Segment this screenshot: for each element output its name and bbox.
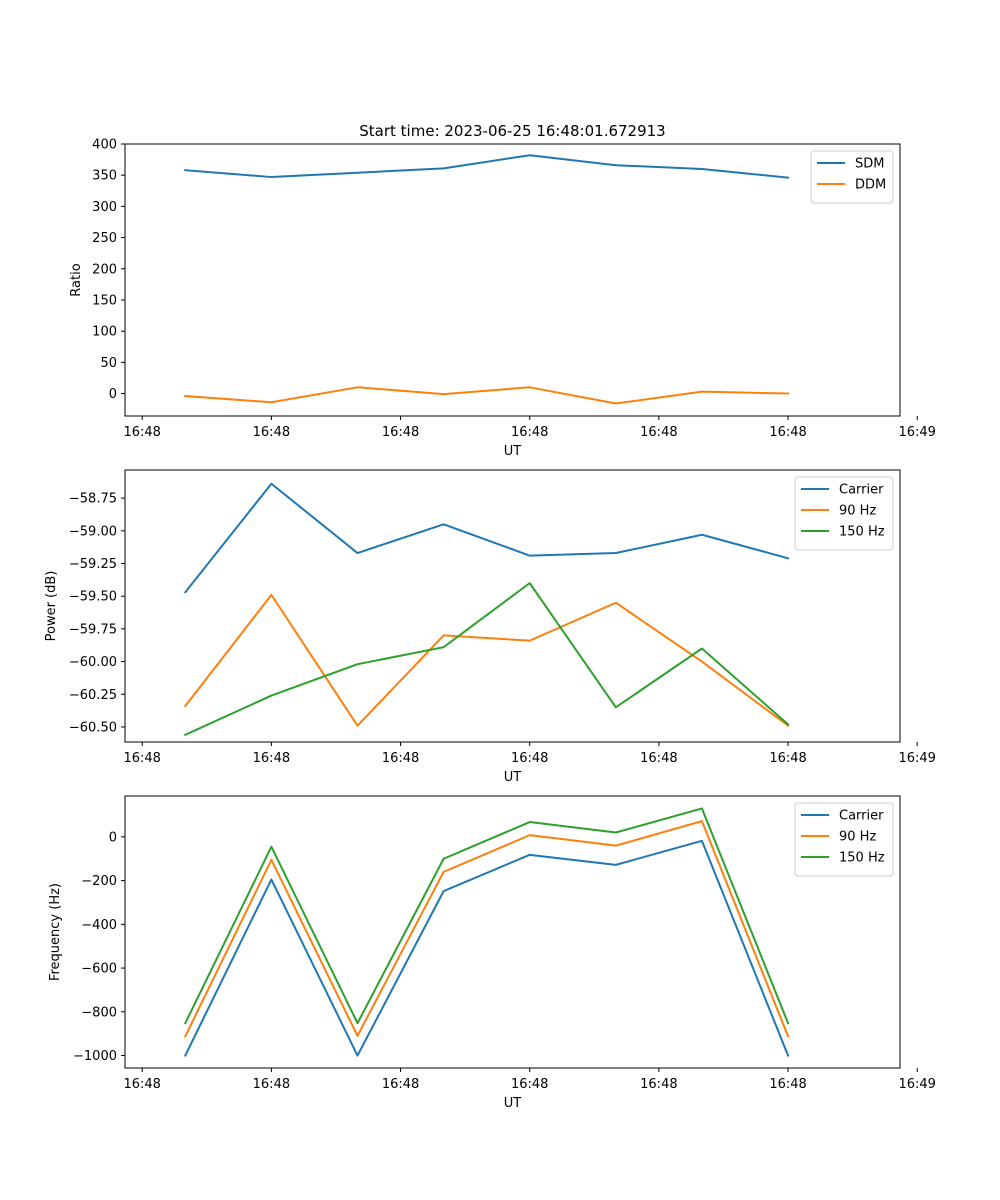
legend-entry-label: DDM [855, 178, 886, 193]
x-tick-label: 16:48 [769, 425, 806, 440]
y-axis-label: Frequency (Hz) [48, 883, 63, 981]
x-tick-label: 16:48 [640, 1077, 677, 1092]
chart-title: Start time: 2023-06-25 16:48:01.672913 [359, 122, 665, 140]
x-tick-label: 16:48 [253, 1077, 290, 1092]
x-axis-label: UT [504, 770, 522, 785]
x-tick-label: 16:48 [511, 1077, 548, 1092]
axes-frame [124, 795, 901, 1069]
y-axis-label: Power (dB) [44, 571, 59, 642]
legend: Carrier 90 Hz 150 Hz [794, 802, 894, 877]
x-tick-label: 16:48 [123, 1077, 160, 1092]
y-tick-label: −59.00 [69, 524, 117, 539]
legend-entry-label: 90 Hz [839, 830, 876, 845]
y-tick-label: 0 [109, 830, 117, 845]
y-tick-label: 50 [100, 356, 117, 371]
y-tick-label: −60.00 [69, 655, 117, 670]
x-tick-label: 16:48 [382, 751, 419, 766]
plot-area [125, 796, 900, 1068]
y-tick-label: −60.25 [69, 688, 117, 703]
legend: SDM DDM [810, 150, 894, 204]
x-axis-label: UT [504, 444, 522, 459]
legend: Carrier 90 Hz 150 Hz [794, 476, 894, 551]
legend-entry-label: SDM [855, 157, 884, 172]
y-tick-label: 200 [92, 262, 117, 277]
x-tick-label: 16:48 [382, 425, 419, 440]
x-tick-label: 16:48 [511, 751, 548, 766]
series-line-90-hz [183, 820, 790, 1038]
plot-area [125, 470, 900, 742]
legend-entry-label: 150 Hz [839, 851, 885, 866]
series-line-150-hz [183, 582, 790, 737]
chart-panel-2: 16:48 16:48 16:48 16:48 16:48 16:48 16:49 −58.7… [44, 469, 936, 785]
series-line-90-hz [183, 593, 790, 728]
x-tick-label: 16:49 [898, 1077, 935, 1092]
y-tick-label: 300 [92, 200, 117, 215]
y-tick-label: −200 [81, 874, 117, 889]
axes-frame [124, 143, 901, 417]
x-tick-label: 16:48 [382, 1077, 419, 1092]
axes-frame [124, 469, 901, 743]
y-tick-label: −58.75 [69, 492, 117, 507]
x-tick-label: 16:48 [253, 425, 290, 440]
y-tick-label: −800 [81, 1005, 117, 1020]
y-tick-label: 150 [92, 293, 117, 308]
x-tick-label: 16:48 [511, 425, 548, 440]
x-tick-label: 16:48 [123, 751, 160, 766]
x-tick-label: 16:48 [640, 751, 677, 766]
series-line-carrier [183, 839, 790, 1057]
y-tick-label: 0 [109, 387, 117, 402]
y-tick-label: 250 [92, 231, 117, 246]
series-line-150-hz [183, 807, 790, 1025]
y-tick-label: −59.75 [69, 622, 117, 637]
x-axis-label: UT [504, 1096, 522, 1111]
legend-entry-label: Carrier [839, 483, 884, 498]
chart-panel-1: 16:48 16:48 16:48 16:48 16:48 16:48 16:49 0 50 10… [69, 122, 936, 459]
legend-entry-label: Carrier [839, 809, 884, 824]
x-tick-label: 16:48 [640, 425, 677, 440]
y-tick-label: −600 [81, 962, 117, 977]
y-tick-label: −60.50 [69, 720, 117, 735]
y-tick-label: −1000 [73, 1049, 117, 1064]
chart-panel-3: 16:48 16:48 16:48 16:48 16:48 16:48 16:49 0 −200… [48, 795, 936, 1111]
x-tick-label: 16:48 [769, 1077, 806, 1092]
x-tick-label: 16:49 [898, 751, 935, 766]
x-tick-label: 16:49 [898, 425, 935, 440]
series-line-ddm [184, 386, 790, 405]
series-line-sdm [184, 154, 790, 179]
y-tick-label: −400 [81, 918, 117, 933]
x-tick-label: 16:48 [769, 751, 806, 766]
x-tick-label: 16:48 [123, 425, 160, 440]
legend-entry-label: 150 Hz [839, 525, 885, 540]
series-line-carrier [183, 482, 790, 594]
y-axis-label: Ratio [69, 263, 84, 296]
y-tick-label: 100 [92, 325, 117, 340]
y-tick-label: −59.50 [69, 590, 117, 605]
y-tick-label: 350 [92, 169, 117, 184]
x-tick-label: 16:48 [253, 751, 290, 766]
y-tick-label: −59.25 [69, 557, 117, 572]
plot-area [125, 144, 900, 416]
y-tick-label: 400 [92, 138, 117, 153]
legend-entry-label: 90 Hz [839, 504, 876, 519]
